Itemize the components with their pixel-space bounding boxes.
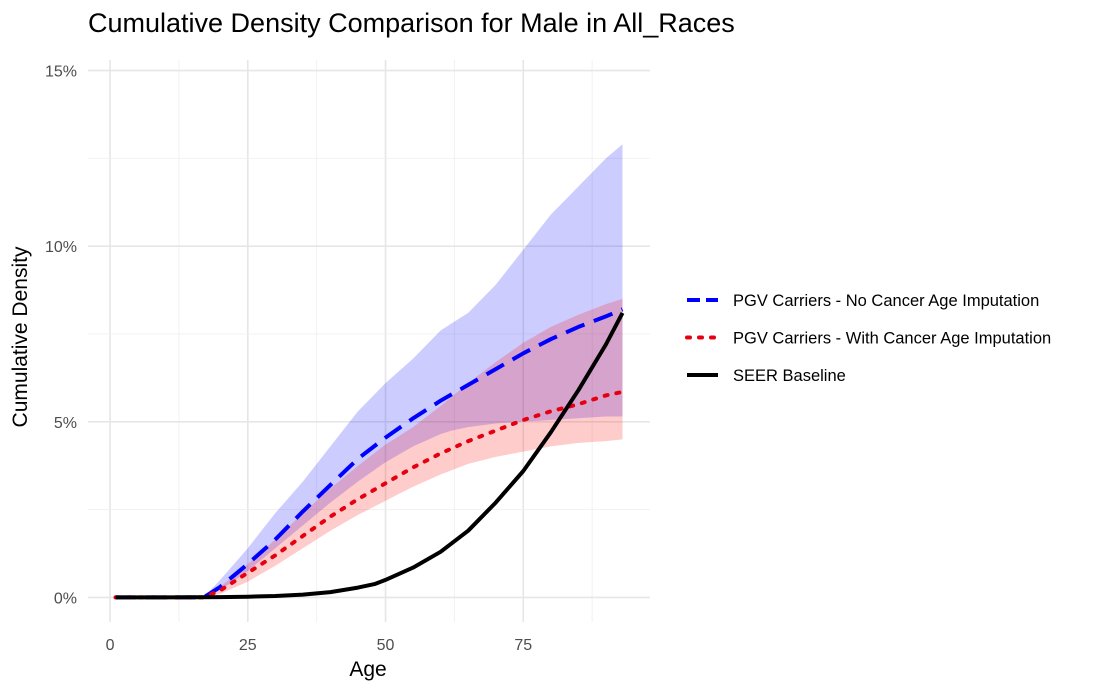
series-lines bbox=[113, 307, 625, 600]
confidence-bands bbox=[115, 144, 623, 598]
legend-label-0: PGV Carriers - No Cancer Age Imputation bbox=[733, 292, 1039, 310]
y-axis-label: Cumulative Density bbox=[9, 246, 32, 427]
y-axis-ticks: 0% 5% 10% 15% bbox=[45, 64, 77, 608]
confidence-band-0 bbox=[115, 144, 623, 598]
legend-label-1: PGV Carriers - With Cancer Age Imputatio… bbox=[733, 330, 1051, 348]
x-tick-label: 50 bbox=[377, 637, 395, 654]
legend: PGV Carriers - No Cancer Age Imputation P… bbox=[685, 292, 1051, 385]
y-tick-label: 0% bbox=[54, 590, 77, 607]
x-tick-label: 25 bbox=[239, 637, 257, 654]
x-tick-label: 75 bbox=[514, 637, 532, 654]
y-tick-label: 10% bbox=[45, 239, 77, 256]
grid bbox=[88, 60, 650, 622]
legend-label-2: SEER Baseline bbox=[733, 367, 846, 385]
series-line-2 bbox=[115, 311, 625, 600]
y-tick-label: 15% bbox=[45, 64, 77, 81]
x-tick-label: 0 bbox=[106, 637, 115, 654]
x-axis-label: Age bbox=[349, 658, 386, 681]
series-line-0 bbox=[115, 307, 624, 600]
x-axis-ticks: 0 25 50 75 bbox=[106, 637, 533, 654]
series-line-1 bbox=[113, 389, 625, 600]
chart-title: Cumulative Density Comparison for Male i… bbox=[88, 8, 735, 38]
confidence-band-1 bbox=[115, 298, 623, 598]
y-tick-label: 5% bbox=[54, 415, 77, 432]
